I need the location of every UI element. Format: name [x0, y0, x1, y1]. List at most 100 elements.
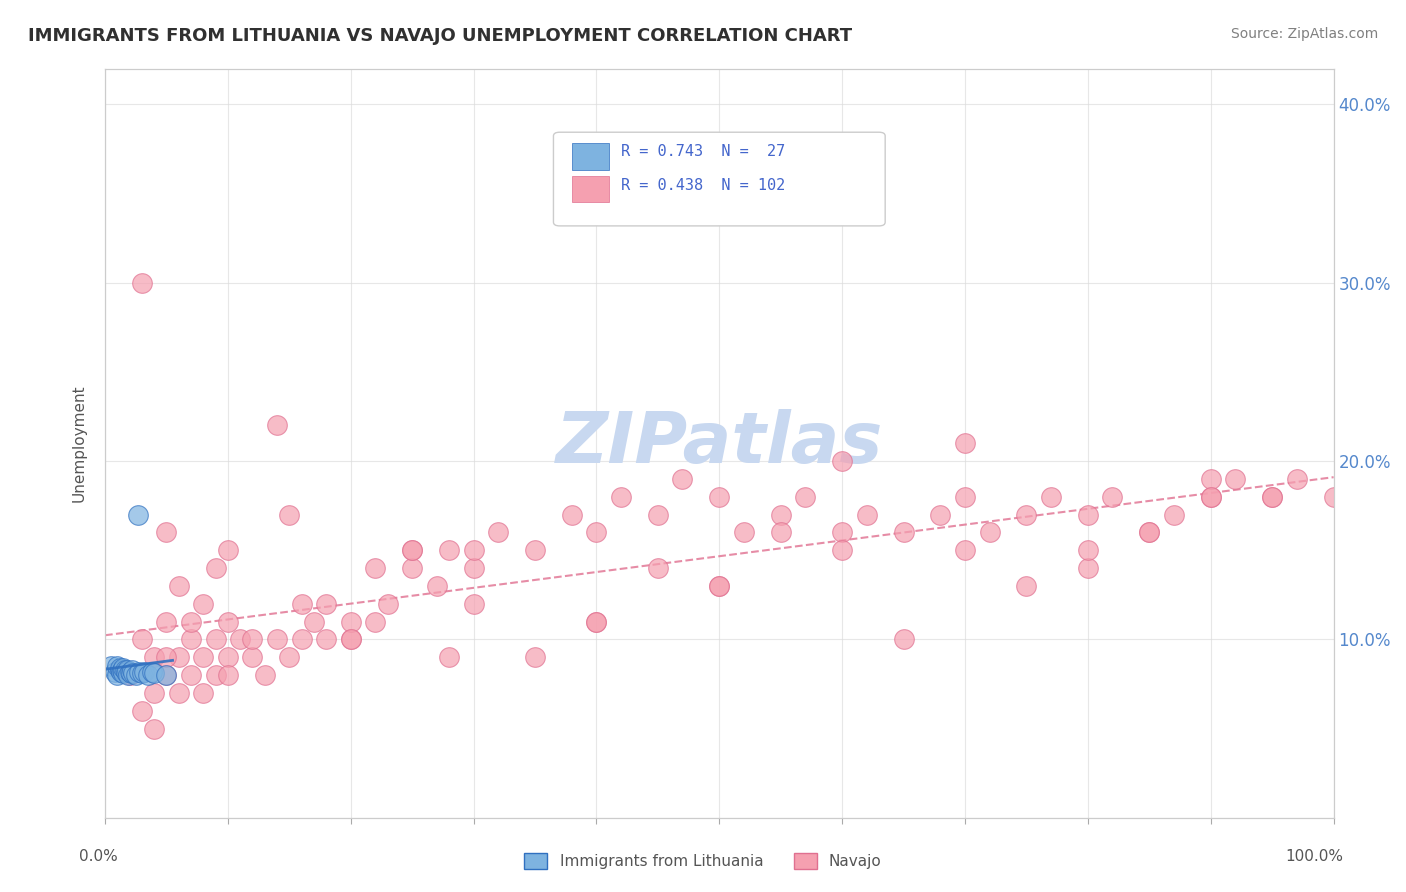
Point	[486, 525, 509, 540]
Point	[112, 666, 135, 681]
Point	[217, 615, 239, 629]
Point	[831, 543, 853, 558]
Point	[114, 663, 136, 677]
Point	[979, 525, 1001, 540]
Point	[167, 579, 190, 593]
Point	[647, 508, 669, 522]
Point	[831, 454, 853, 468]
Text: Source: ZipAtlas.com: Source: ZipAtlas.com	[1230, 27, 1378, 41]
Point	[893, 525, 915, 540]
Point	[120, 666, 142, 681]
Point	[143, 666, 166, 681]
Point	[401, 543, 423, 558]
Point	[364, 615, 387, 629]
Point	[105, 659, 128, 673]
Point	[242, 632, 264, 647]
Point	[437, 543, 460, 558]
Point	[128, 665, 150, 679]
Point	[141, 665, 163, 679]
Point	[315, 597, 337, 611]
Text: R = 0.743  N =  27: R = 0.743 N = 27	[621, 145, 786, 159]
FancyBboxPatch shape	[572, 176, 609, 202]
Point	[437, 650, 460, 665]
Point	[709, 579, 731, 593]
Point	[769, 525, 792, 540]
Point	[1261, 490, 1284, 504]
Point	[155, 525, 177, 540]
Point	[1077, 561, 1099, 575]
Point	[112, 661, 135, 675]
Point	[100, 659, 122, 673]
Point	[524, 650, 547, 665]
Point	[125, 668, 148, 682]
Point	[217, 668, 239, 682]
Point	[115, 663, 138, 677]
Point	[118, 668, 141, 682]
Point	[290, 597, 312, 611]
Point	[1323, 490, 1346, 504]
Point	[193, 650, 215, 665]
Point	[339, 632, 361, 647]
Point	[1199, 490, 1222, 504]
Point	[278, 650, 301, 665]
Point	[647, 561, 669, 575]
Point	[131, 704, 153, 718]
Point	[217, 650, 239, 665]
Point	[204, 632, 226, 647]
Point	[733, 525, 755, 540]
Point	[1199, 472, 1222, 486]
Point	[180, 668, 202, 682]
Point	[1225, 472, 1247, 486]
Point	[143, 722, 166, 736]
Point	[769, 508, 792, 522]
Point	[266, 418, 288, 433]
Text: IMMIGRANTS FROM LITHUANIA VS NAVAJO UNEMPLOYMENT CORRELATION CHART: IMMIGRANTS FROM LITHUANIA VS NAVAJO UNEM…	[28, 27, 852, 45]
Point	[671, 472, 693, 486]
Point	[315, 632, 337, 647]
Point	[131, 632, 153, 647]
Point	[180, 615, 202, 629]
Point	[143, 650, 166, 665]
Point	[561, 508, 583, 522]
Point	[1137, 525, 1160, 540]
Point	[122, 666, 145, 681]
Point	[426, 579, 449, 593]
Point	[401, 543, 423, 558]
Point	[155, 650, 177, 665]
Point	[794, 490, 817, 504]
Point	[278, 508, 301, 522]
Point	[117, 668, 139, 682]
Y-axis label: Unemployment: Unemployment	[72, 384, 86, 502]
Point	[339, 632, 361, 647]
Point	[929, 508, 952, 522]
Point	[1015, 579, 1038, 593]
Point	[585, 525, 607, 540]
Point	[204, 561, 226, 575]
Legend: Immigrants from Lithuania, Navajo: Immigrants from Lithuania, Navajo	[519, 847, 887, 875]
Point	[463, 543, 485, 558]
Point	[118, 665, 141, 679]
Point	[585, 615, 607, 629]
Point	[105, 668, 128, 682]
Point	[131, 276, 153, 290]
Point	[1040, 490, 1063, 504]
Point	[121, 663, 143, 677]
Point	[1101, 490, 1123, 504]
Point	[339, 615, 361, 629]
Point	[1137, 525, 1160, 540]
Point	[155, 615, 177, 629]
Point	[110, 665, 132, 679]
Point	[167, 686, 190, 700]
Point	[108, 663, 131, 677]
Point	[610, 490, 633, 504]
Point	[136, 668, 159, 682]
Point	[242, 650, 264, 665]
Point	[1015, 508, 1038, 522]
Point	[302, 615, 325, 629]
Point	[1163, 508, 1185, 522]
Point	[111, 663, 134, 677]
Point	[193, 686, 215, 700]
Point	[585, 615, 607, 629]
Point	[463, 597, 485, 611]
Point	[1199, 490, 1222, 504]
